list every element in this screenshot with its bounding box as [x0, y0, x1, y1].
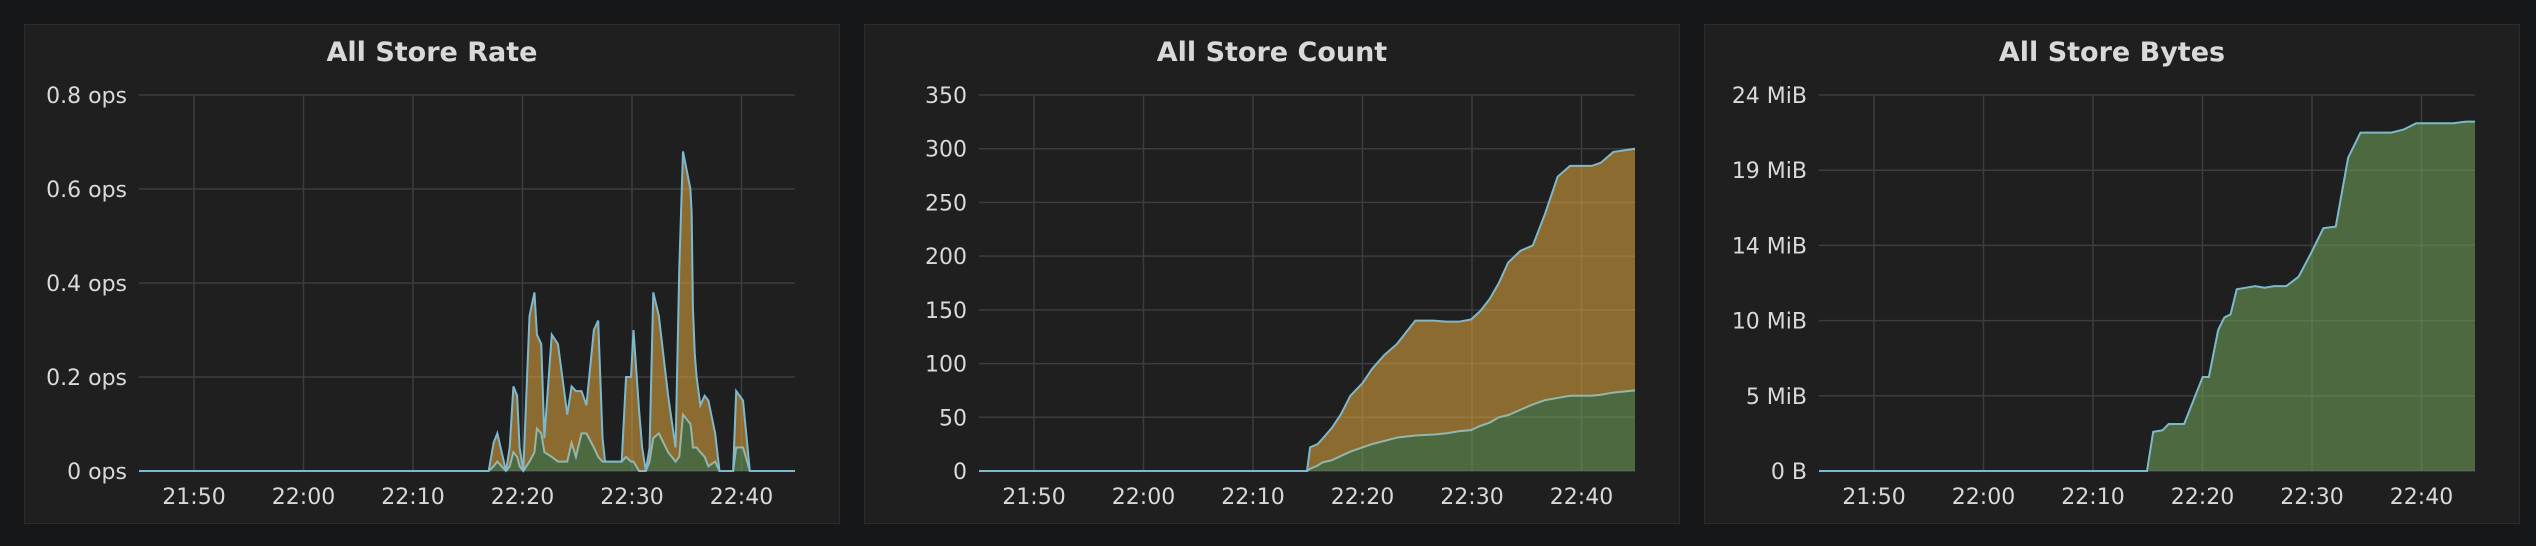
x-tick-label: 22:20: [491, 485, 554, 510]
chart-all-store-count: 0 50 100 150 200 250 300 350 21:50 22:00 22:10 22:2…: [925, 84, 1636, 510]
x-tick-label: 21:50: [1842, 485, 1905, 510]
x-tick-label: 22:30: [600, 485, 663, 510]
y-tick-label: 50: [939, 406, 967, 431]
series-line-orange: [139, 151, 795, 472]
y-tick-label: 350: [925, 84, 967, 109]
y-tick-label: 24 MiB: [1732, 84, 1807, 109]
y-tick-label: 10 MiB: [1732, 310, 1807, 335]
y-tick-label: 0.6 ops: [46, 178, 127, 203]
x-tick-label: 22:40: [710, 485, 773, 510]
x-tick-label: 22:20: [1331, 485, 1394, 510]
y-tick-label: 0 ops: [67, 460, 127, 485]
x-tick-label: 21:50: [1002, 485, 1065, 510]
y-tick-label: 100: [925, 353, 967, 378]
y-tick-label: 0.8 ops: [46, 84, 127, 109]
x-tick-label: 22:00: [272, 485, 335, 510]
panel-title[interactable]: All Store Rate: [326, 37, 538, 68]
x-tick-label: 22:30: [1440, 485, 1503, 510]
x-tick-label: 22:10: [1221, 485, 1284, 510]
series-line-orange: [979, 147, 1636, 472]
x-tick-label: 22:20: [2171, 485, 2234, 510]
x-tick-label: 22:40: [2390, 485, 2453, 510]
x-tick-label: 22:00: [1112, 485, 1175, 510]
x-tick-label: 22:30: [2280, 485, 2343, 510]
series-area-orange: [139, 151, 795, 471]
x-tick-label: 22:00: [1952, 485, 2015, 510]
panel-title[interactable]: All Store Bytes: [1998, 37, 2226, 68]
x-tick-label: 22:40: [1550, 485, 1613, 510]
y-tick-label: 300: [925, 138, 967, 163]
y-tick-label: 14 MiB: [1732, 234, 1807, 259]
y-tick-label: 19 MiB: [1732, 159, 1807, 184]
series-area-green: [1819, 121, 2475, 471]
panel-all-store-bytes: All Store Bytes 0 B 5 MiB 10 MiB 14 MiB 19 M…: [1704, 24, 2520, 524]
x-tick-label: 22:10: [381, 485, 444, 510]
y-tick-label: 5 MiB: [1746, 385, 1807, 410]
y-tick-label: 0.4 ops: [46, 272, 127, 297]
x-tick-label: 21:50: [162, 485, 225, 510]
panel-all-store-count: All Store Count 0 50 100 150 200 250 300 350 21:…: [864, 24, 1680, 524]
series-area-orange: [979, 148, 1635, 471]
panel-all-store-rate: All Store Rate 0 ops 0.2 ops 0.4 ops 0.6 op…: [24, 24, 840, 524]
y-tick-label: 0: [953, 460, 967, 485]
y-tick-label: 150: [925, 299, 967, 324]
series-area-green: [979, 390, 1635, 471]
panel-title[interactable]: All Store Count: [1156, 37, 1388, 68]
y-tick-label: 250: [925, 191, 967, 216]
y-tick-label: 0.2 ops: [46, 366, 127, 391]
series-line-green: [1819, 120, 2475, 472]
chart-all-store-bytes: 0 B 5 MiB 10 MiB 14 MiB 19 MiB 24 MiB 21:50 22:…: [1732, 84, 2475, 510]
y-tick-label: 200: [925, 245, 967, 270]
x-tick-label: 22:10: [2061, 485, 2124, 510]
chart-all-store-rate: 0 ops 0.2 ops 0.4 ops 0.6 ops 0.8 ops 21:50 22…: [46, 84, 795, 510]
y-tick-label: 0 B: [1771, 460, 1807, 485]
